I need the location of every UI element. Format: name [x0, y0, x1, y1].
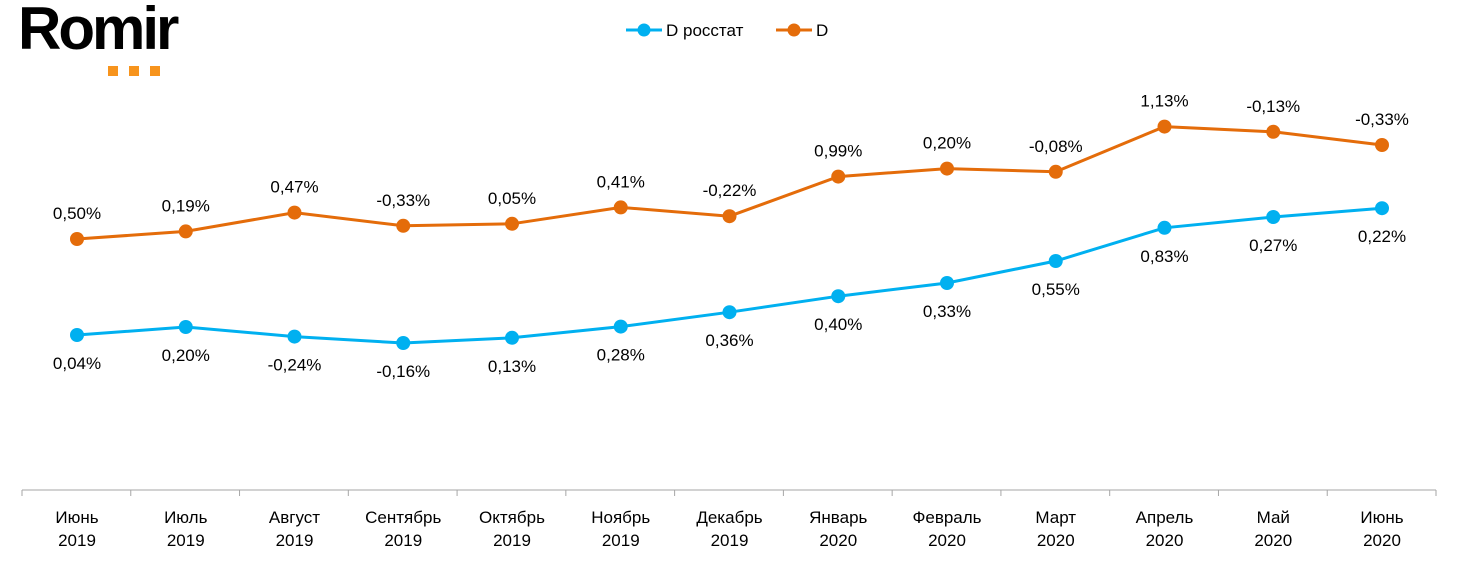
data-label: 0,19% [162, 196, 210, 215]
data-point [1266, 210, 1281, 224]
data-label: 0,13% [488, 357, 536, 376]
logo-text: Romir [18, 0, 179, 62]
data-point [722, 305, 737, 320]
x-tick-label: Июнь [55, 508, 98, 527]
data-point [70, 232, 84, 246]
x-tick-label: 2020 [1363, 531, 1401, 550]
data-label: -0,08% [1029, 137, 1083, 156]
data-label: -0,22% [703, 181, 757, 200]
data-point [396, 336, 411, 350]
legend-label: D росстат [666, 21, 744, 40]
data-point [1375, 201, 1389, 216]
data-point [178, 224, 193, 239]
data-point [613, 319, 628, 334]
x-tick-label: Декабрь [696, 508, 762, 527]
x-tick-label: Май [1257, 508, 1290, 527]
data-label: -0,13% [1246, 97, 1300, 116]
data-label: -0,33% [1355, 110, 1409, 129]
data-label: 0,20% [162, 346, 210, 365]
data-point [1266, 124, 1281, 139]
data-point [1048, 164, 1063, 179]
data-point [505, 330, 519, 345]
data-point [613, 200, 628, 215]
data-point [940, 276, 954, 290]
x-tick-label: 2020 [819, 531, 857, 550]
plot-area: 0,04% 0,20% -0,24% -0,16% 0,13% 0,28% 0,36% 0,4… [53, 92, 1409, 381]
data-point [287, 329, 302, 344]
data-label: -0,33% [376, 191, 430, 210]
x-tick-label: 2019 [58, 531, 96, 550]
data-label: 0,47% [270, 178, 318, 197]
x-tick-label: Август [269, 508, 320, 527]
logo-dot [129, 66, 139, 76]
x-tick-label: Июнь [1360, 508, 1403, 527]
x-tick-label: 2020 [1254, 531, 1292, 550]
x-tick-label: Октябрь [479, 508, 545, 527]
x-tick-label: 2019 [276, 531, 314, 550]
legend-label: D [816, 21, 828, 40]
series-line [76, 206, 1383, 345]
x-tick-label: 2019 [167, 531, 205, 550]
data-label: -0,24% [268, 356, 322, 375]
data-label: 0,36% [705, 331, 753, 350]
data-point [178, 320, 193, 334]
x-tick-label: Июль [164, 508, 208, 527]
x-tick-label: 2019 [384, 531, 422, 550]
data-label: -0,16% [376, 362, 430, 381]
data-point [1375, 138, 1389, 152]
x-tick-label: Сентябрь [365, 508, 441, 527]
data-label: 1,13% [1140, 92, 1188, 111]
x-tick-label: Февраль [912, 508, 981, 527]
data-point [505, 216, 519, 231]
data-point [831, 169, 846, 184]
data-point [940, 161, 954, 176]
x-tick-label: 2020 [1037, 531, 1075, 550]
data-point [287, 205, 302, 220]
data-label: 0,04% [53, 354, 101, 373]
data-label: 0,20% [923, 134, 971, 153]
data-point [831, 289, 846, 304]
logo-dot [150, 66, 160, 76]
data-label: 0,27% [1249, 236, 1297, 255]
data-point [1157, 220, 1172, 235]
data-label: 0,41% [597, 172, 645, 191]
data-label: 0,83% [1140, 247, 1188, 266]
x-tick-label: 2019 [493, 531, 531, 550]
x-tick-label: 2020 [1146, 531, 1184, 550]
x-tick-label: Ноябрь [591, 508, 650, 527]
x-tick-label: 2019 [602, 531, 640, 550]
data-point [1157, 119, 1172, 134]
x-axis: Июнь 2019 Июль 2019 Август 2019 Сентябрь 2019 Ок… [21, 489, 1437, 550]
data-label: 0,99% [814, 142, 862, 161]
data-label: 0,55% [1032, 280, 1080, 299]
x-tick-label: 2019 [711, 531, 749, 550]
data-label: 0,33% [923, 302, 971, 321]
x-tick-label: Март [1035, 508, 1076, 527]
data-label: 0,40% [814, 315, 862, 334]
data-point [396, 218, 411, 233]
x-tick-label: 2020 [928, 531, 966, 550]
logo-dot [108, 66, 118, 76]
data-label: 0,05% [488, 189, 536, 208]
data-label: 0,50% [53, 204, 101, 223]
x-tick-label: Апрель [1136, 508, 1194, 527]
data-point [1048, 254, 1063, 268]
legend: D росстат D [626, 21, 828, 40]
data-point [70, 328, 84, 342]
legend-marker [787, 23, 801, 37]
data-label: 0,28% [597, 346, 645, 365]
legend-marker [637, 23, 651, 37]
x-tick-label: Январь [809, 508, 867, 527]
data-point [722, 209, 737, 224]
data-label: 0,22% [1358, 227, 1406, 246]
